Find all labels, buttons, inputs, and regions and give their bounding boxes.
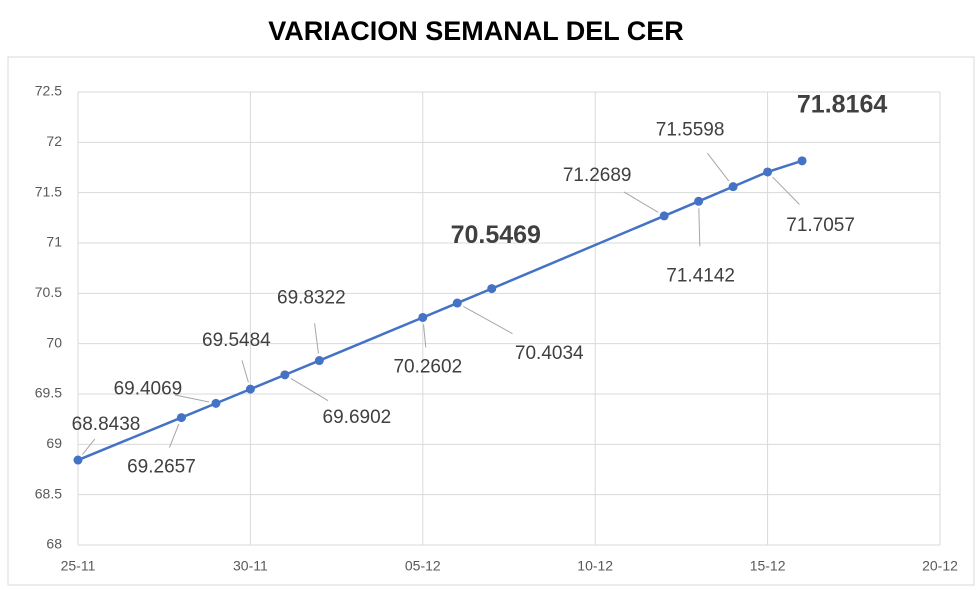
leader-line [81, 438, 96, 455]
y-tick-label: 68.5 [35, 485, 62, 501]
data-label: 69.2657 [127, 457, 196, 478]
data-label: 70.4034 [515, 343, 584, 364]
data-label: 69.5484 [202, 330, 271, 351]
leader-line [706, 152, 730, 182]
y-tick-label: 68 [46, 536, 62, 552]
y-tick-label: 72 [46, 133, 62, 149]
data-point [245, 384, 255, 394]
x-tick-label: 15-12 [750, 558, 786, 574]
chart-border [7, 56, 975, 586]
data-point [73, 455, 83, 465]
data-point [659, 211, 669, 221]
data-label: 71.8164 [797, 90, 887, 118]
leader-line [290, 378, 329, 402]
data-label: 71.4142 [666, 265, 735, 286]
data-point [763, 167, 773, 177]
y-tick-label: 70 [46, 334, 62, 350]
data-label: 68.8438 [72, 414, 141, 435]
data-label: 70.2602 [393, 356, 462, 377]
data-point [280, 370, 290, 380]
x-tick-label: 30-11 [233, 558, 268, 574]
data-point [452, 298, 462, 308]
data-point [797, 156, 807, 166]
data-point [728, 182, 738, 192]
leader-line [175, 394, 210, 403]
x-tick-label: 10-12 [577, 558, 613, 574]
data-label: 70.5469 [451, 221, 541, 249]
data-label: 71.5598 [656, 120, 725, 141]
y-tick-label: 72.5 [35, 83, 62, 99]
x-tick-label: 25-11 [61, 558, 96, 574]
chart-title: VARIACION SEMANAL DEL CER [268, 16, 684, 46]
leader-line [168, 423, 180, 448]
data-label: 69.6902 [323, 407, 392, 428]
y-tick-label: 71 [46, 234, 62, 250]
leader-line [314, 323, 319, 354]
y-tick-label: 69.5 [35, 385, 62, 401]
data-point [694, 196, 704, 206]
data-line [77, 159, 803, 462]
data-point [314, 356, 324, 366]
leader-line [698, 208, 701, 247]
leader-line [422, 324, 427, 348]
x-tick-label: 05-12 [405, 558, 441, 574]
leader-line [772, 176, 800, 205]
data-label: 71.2689 [563, 165, 632, 186]
data-point [176, 413, 186, 423]
data-label: 71.7057 [786, 215, 855, 236]
y-tick-label: 71.5 [35, 183, 62, 199]
y-tick-label: 69 [46, 435, 62, 451]
data-label: 69.8322 [277, 288, 346, 309]
leader-line [463, 306, 513, 335]
data-point [418, 312, 428, 322]
x-tick-label: 20-12 [922, 558, 958, 574]
data-label: 69.4069 [114, 378, 183, 399]
leader-line [241, 360, 249, 383]
data-point [487, 284, 497, 294]
leader-line [623, 191, 659, 213]
y-tick-label: 70.5 [35, 284, 62, 300]
data-point [211, 398, 221, 408]
